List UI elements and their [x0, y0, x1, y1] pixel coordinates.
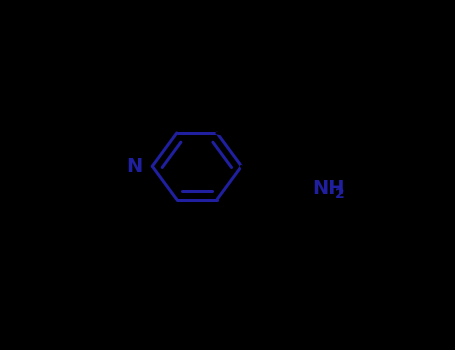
Text: 2: 2	[335, 187, 345, 201]
Text: NH: NH	[313, 180, 345, 198]
Text: N: N	[126, 157, 142, 176]
